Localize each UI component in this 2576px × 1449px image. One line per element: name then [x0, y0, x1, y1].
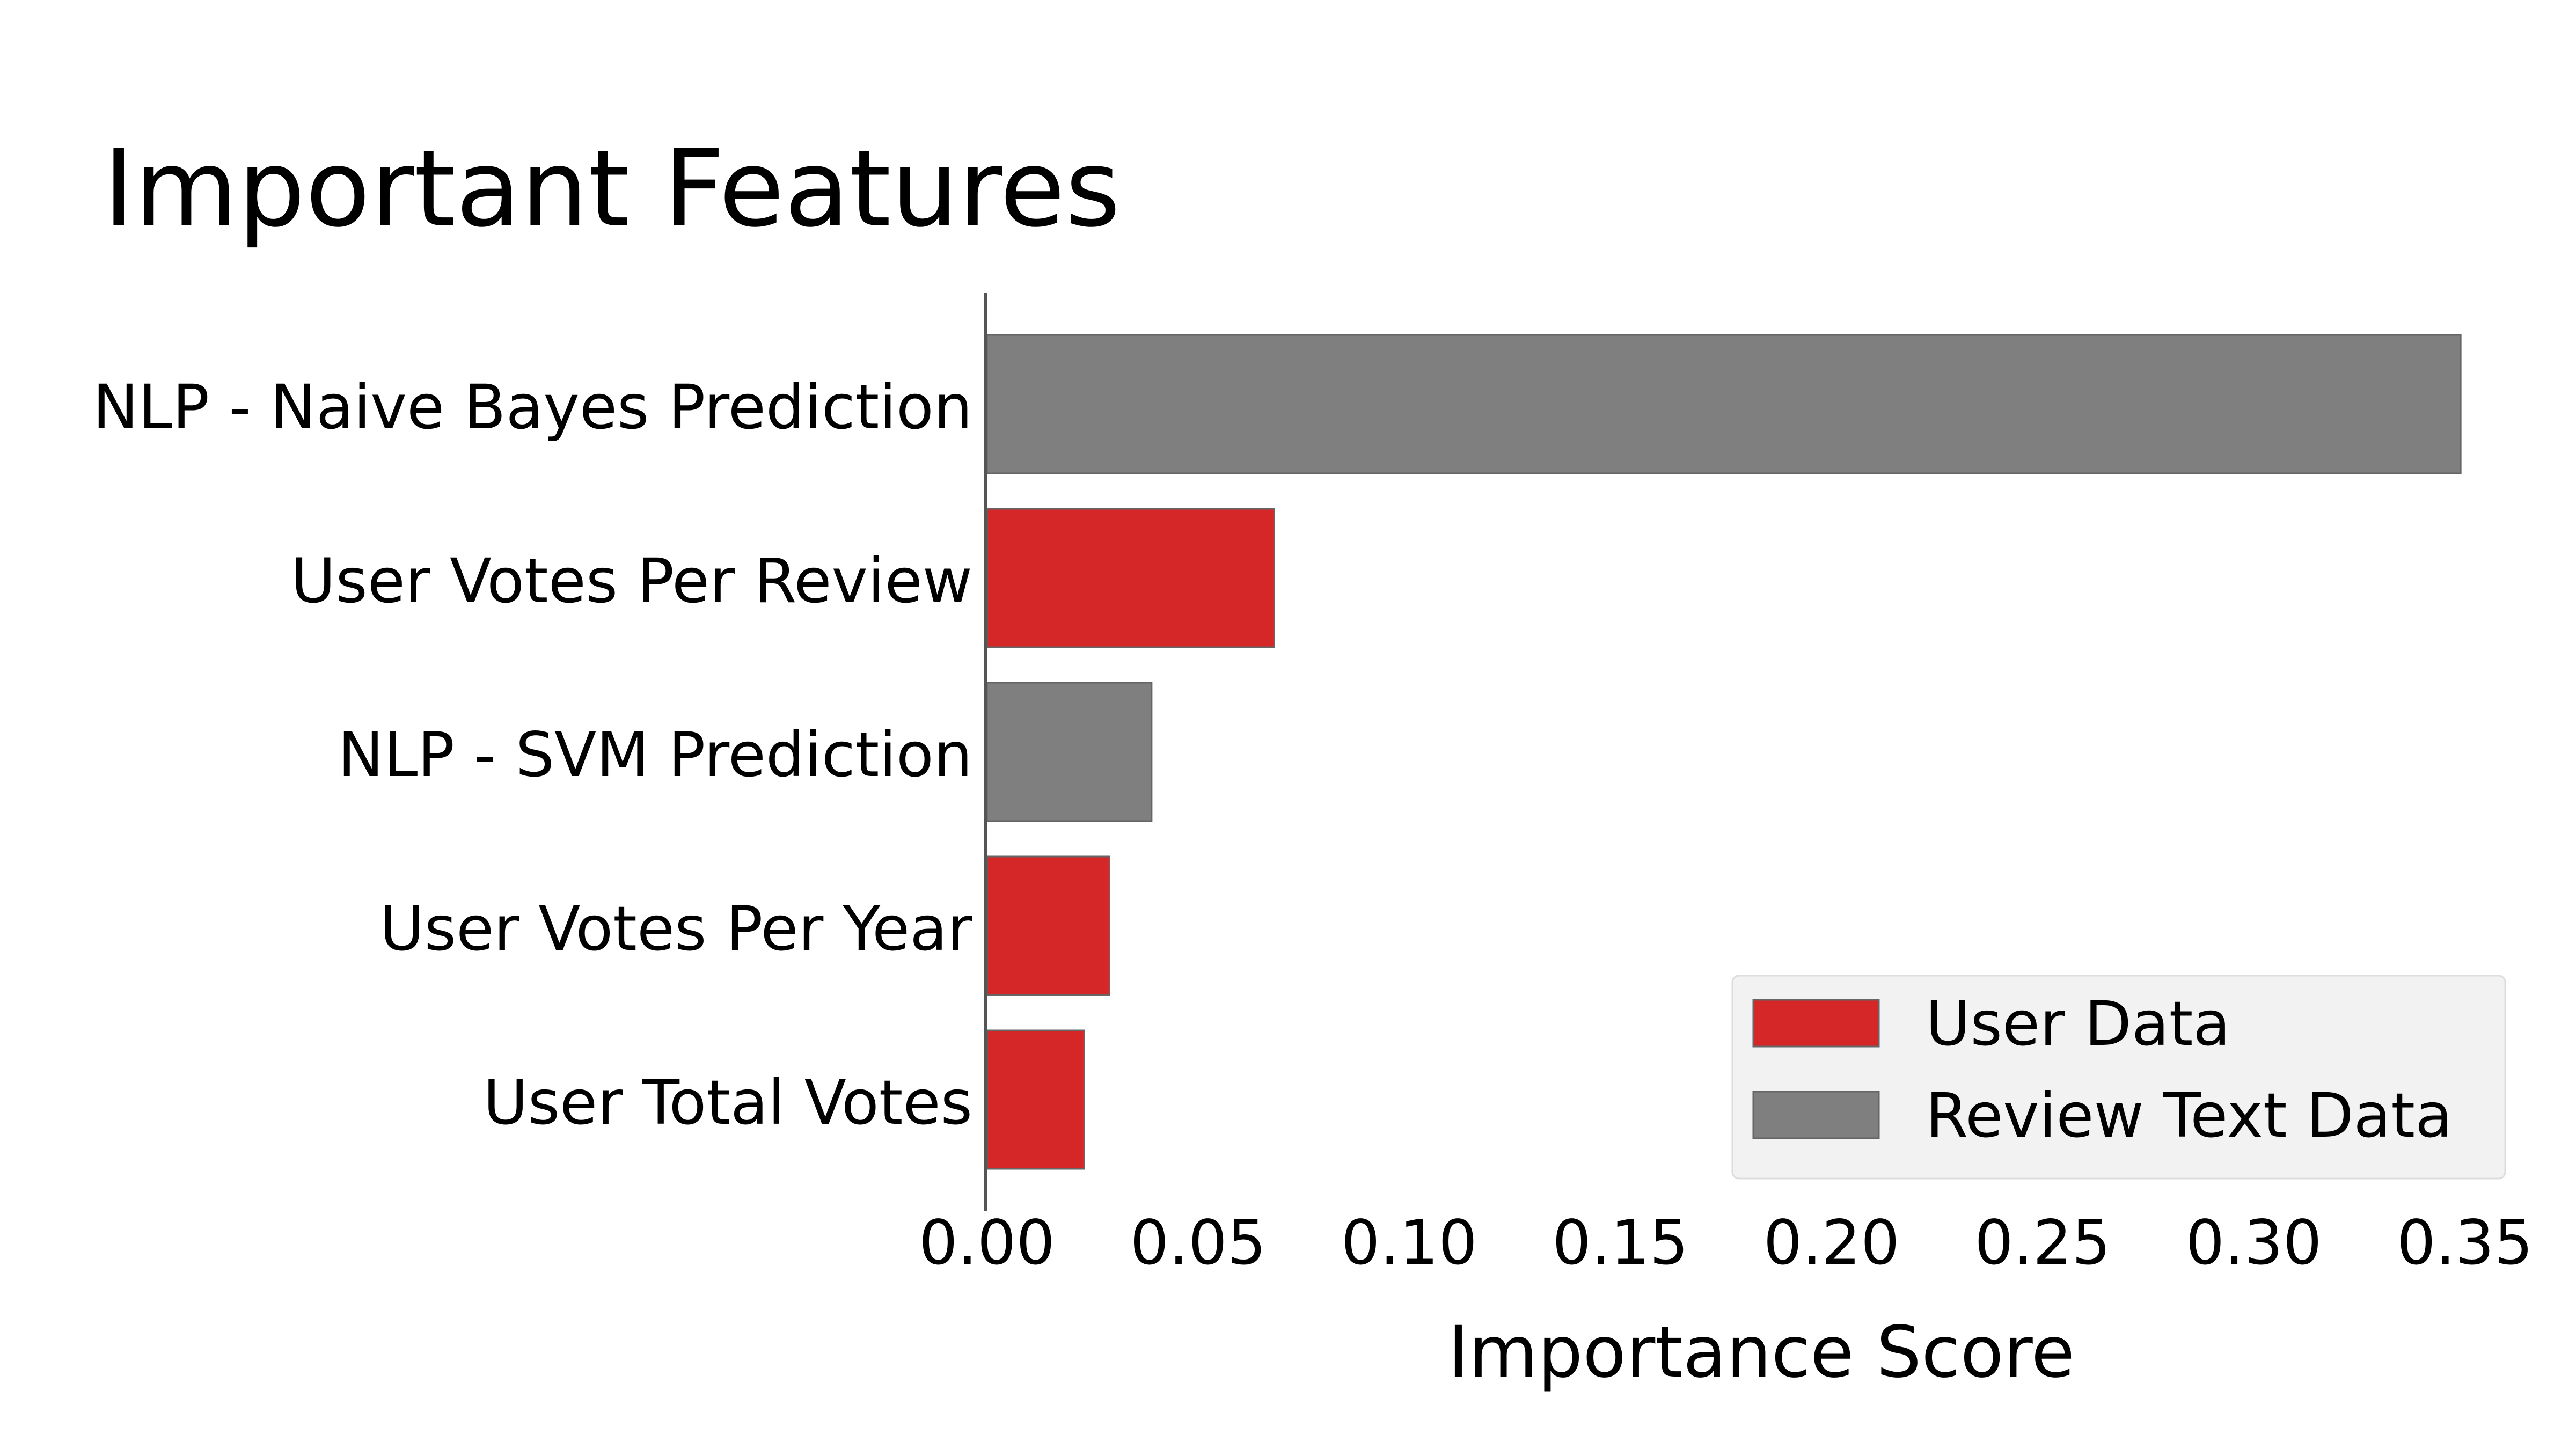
legend: User Data Review Text Data: [1731, 975, 2506, 1180]
category-label-2: NLP - SVM Prediction: [338, 719, 972, 791]
bars-layer: [986, 334, 2462, 1170]
x-tick-label-6: 0.30: [2186, 1207, 2322, 1278]
x-tick-label-1: 0.05: [1130, 1207, 1267, 1278]
legend-frame: [1731, 975, 2506, 1180]
bar-1: [986, 508, 1275, 648]
bar-3: [986, 855, 1110, 996]
x-tick-label-4: 0.20: [1763, 1207, 1900, 1278]
category-label-4: User Total Votes: [483, 1067, 972, 1138]
x-tick-label-3: 0.15: [1552, 1207, 1688, 1278]
chart-title: Important Features: [103, 127, 1121, 251]
legend-swatch-0: [1752, 999, 1880, 1048]
legend-label-1: Review Text Data: [1926, 1080, 2453, 1151]
x-tick-label-5: 0.25: [1974, 1207, 2111, 1278]
bar-0: [986, 334, 2462, 474]
x-tick-label-0: 0.00: [919, 1207, 1055, 1278]
category-labels: NLP - Naive Bayes Prediction User Votes P…: [93, 371, 973, 1138]
x-tick-label-2: 0.10: [1341, 1207, 1477, 1278]
category-label-0: NLP - Naive Bayes Prediction: [93, 371, 972, 443]
x-axis-label: Importance Score: [1448, 1311, 2075, 1394]
bar-4: [986, 1029, 1085, 1170]
legend-swatch-1: [1752, 1091, 1880, 1139]
legend-items: User Data Review Text Data: [1752, 988, 2453, 1151]
category-label-3: User Votes Per Year: [379, 893, 972, 964]
category-label-1: User Votes Per Review: [291, 545, 972, 617]
x-tick-label-7: 0.35: [2397, 1207, 2533, 1278]
bar-2: [986, 682, 1153, 822]
legend-label-0: User Data: [1926, 988, 2230, 1059]
x-tick-labels: 0.00 0.05 0.10 0.15 0.20 0.25 0.30 0.35: [919, 1207, 2533, 1278]
